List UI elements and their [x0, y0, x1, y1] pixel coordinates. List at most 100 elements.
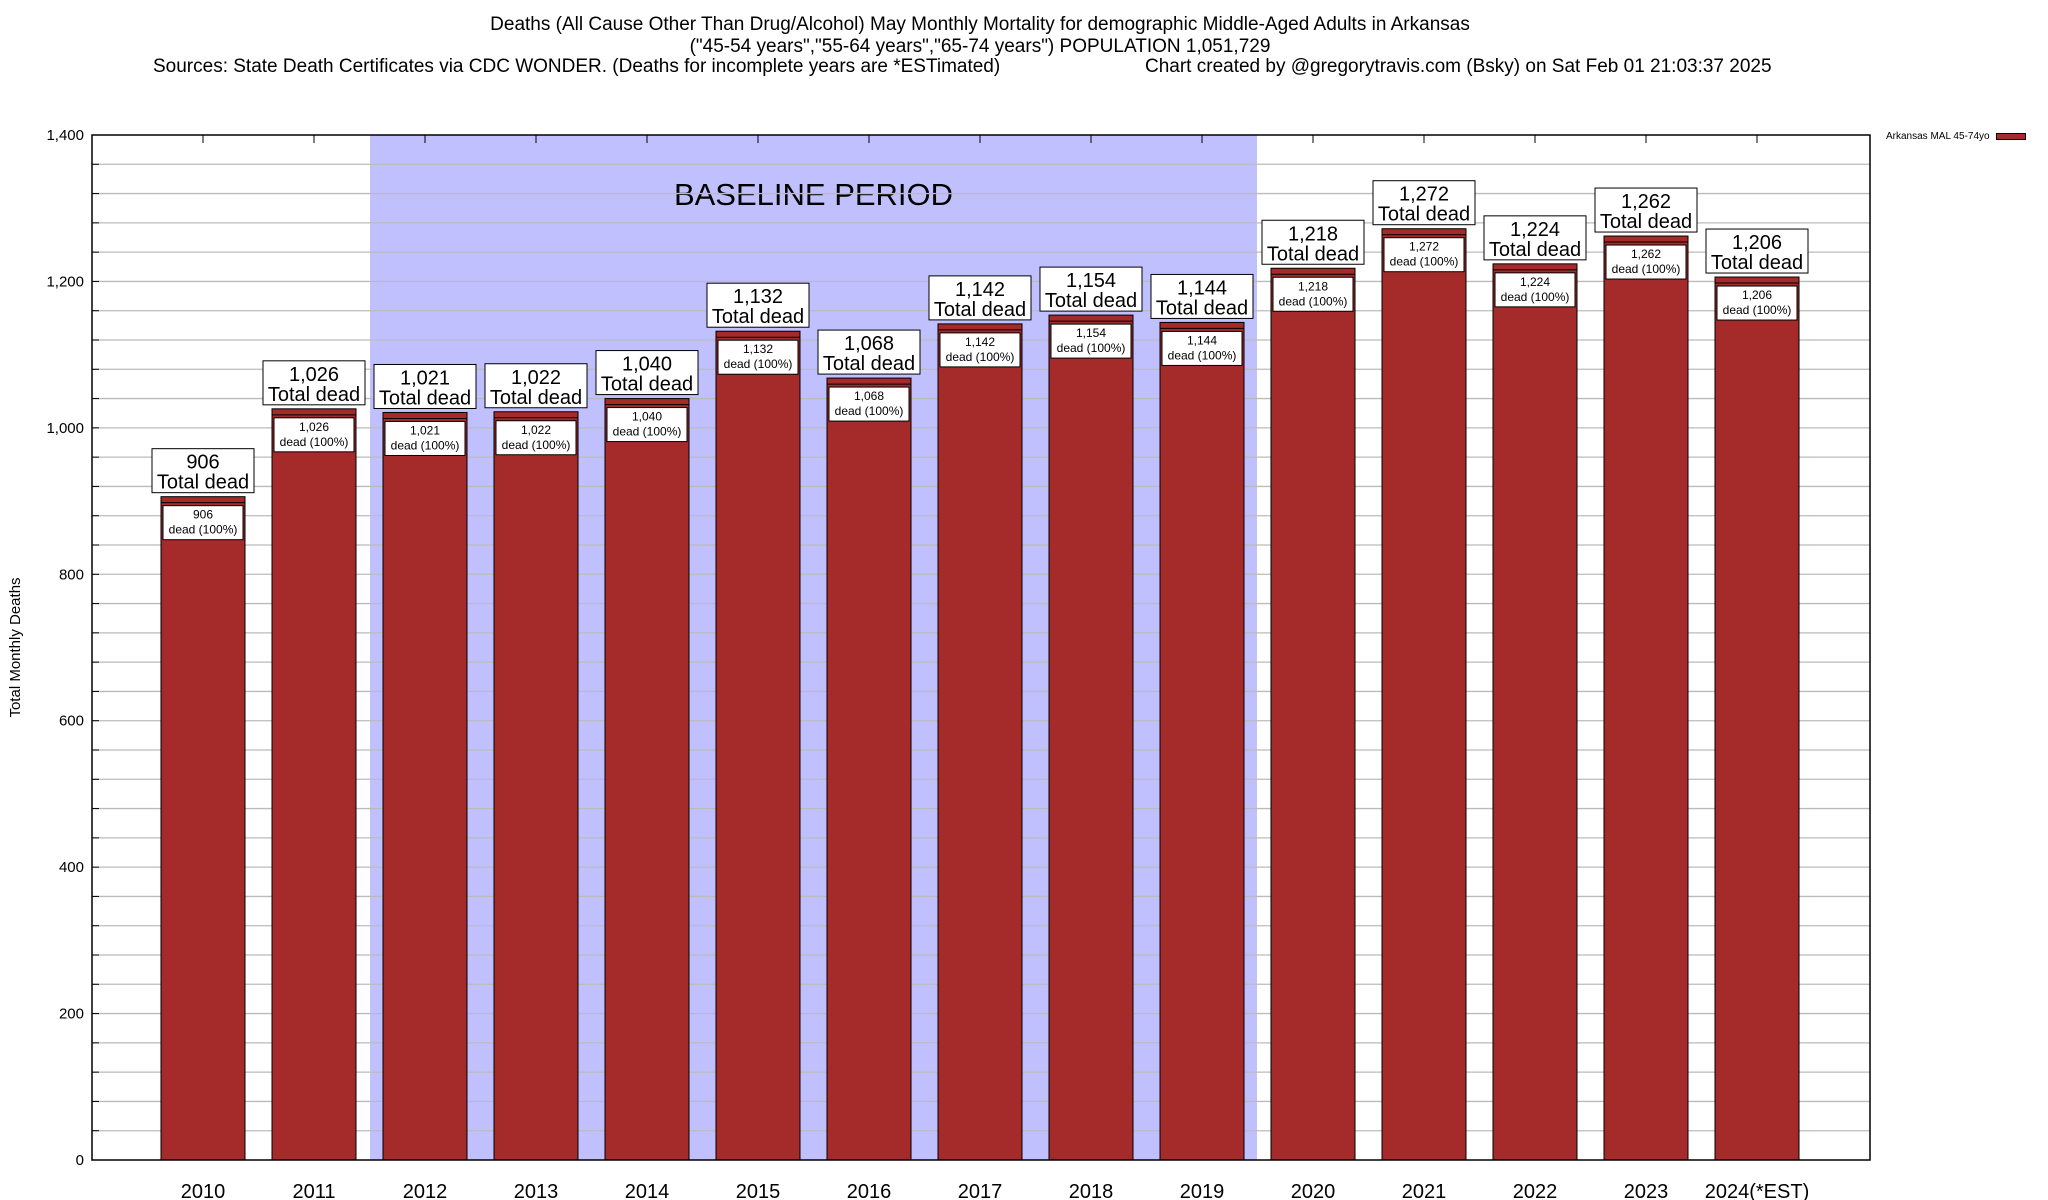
total-label-text: Total dead — [1267, 243, 1359, 265]
inner-label-value: 1,154 — [1076, 326, 1106, 340]
total-label-value: 1,272 — [1399, 184, 1449, 206]
inner-label-box — [495, 420, 577, 456]
bar — [604, 398, 690, 1161]
y-tick-label: 400 — [59, 859, 84, 876]
inner-label-box — [939, 332, 1021, 368]
bar — [1270, 267, 1356, 1161]
inner-label-text: dead (100%) — [1723, 303, 1792, 317]
x-tick-label: 2019 — [1180, 1181, 1225, 1200]
total-label-box — [262, 360, 366, 406]
inner-label-box — [606, 407, 688, 443]
total-label-box — [817, 329, 921, 375]
total-label-value: 1,022 — [511, 367, 561, 389]
bar — [382, 411, 468, 1161]
inner-label-box — [1050, 323, 1132, 359]
inner-label-box — [1716, 285, 1798, 321]
y-axis-label: Total Monthly Deaths — [7, 577, 24, 717]
total-label-box — [706, 282, 810, 328]
inner-label-text: dead (100%) — [1057, 341, 1126, 355]
y-tick-label: 1,200 — [46, 273, 84, 290]
inner-label-value: 1,144 — [1187, 333, 1217, 347]
bar — [160, 496, 246, 1161]
total-label-value: 1,142 — [955, 279, 1005, 301]
inner-label-box — [1272, 276, 1354, 312]
y-tick-label: 0 — [76, 1152, 84, 1169]
total-label-box — [928, 275, 1032, 321]
y-tick-label: 1,400 — [46, 127, 84, 144]
total-label-box — [373, 363, 477, 409]
total-label-text: Total dead — [490, 387, 582, 409]
bar — [937, 323, 1023, 1161]
total-label-value: 1,224 — [1510, 219, 1560, 241]
inner-label-value: 1,021 — [410, 423, 440, 437]
total-label-value: 1,068 — [844, 333, 894, 355]
inner-label-box — [1605, 244, 1687, 280]
y-tick-label: 600 — [59, 713, 84, 730]
total-label-box — [595, 350, 699, 396]
y-tick-label: 1,000 — [46, 420, 84, 437]
inner-label-value: 1,224 — [1520, 275, 1550, 289]
total-label-box — [1594, 187, 1698, 233]
total-label-text: Total dead — [1378, 204, 1470, 226]
x-tick-label: 2017 — [958, 1181, 1003, 1200]
chart-subtitle: ("45-54 years","55-64 years","65-74 year… — [689, 36, 1271, 57]
inner-label-value: 906 — [193, 508, 213, 522]
inner-label-value: 1,142 — [965, 335, 995, 349]
inner-label-box — [1494, 272, 1576, 308]
x-tick-label: 2016 — [847, 1181, 892, 1200]
x-tick-label: 2022 — [1513, 1181, 1558, 1200]
total-label-box — [1150, 273, 1254, 319]
inner-label-value: 1,068 — [854, 389, 884, 403]
bar — [271, 408, 357, 1161]
inner-label-text: dead (100%) — [1168, 348, 1237, 362]
x-tick-label: 2014 — [625, 1181, 670, 1200]
total-label-box — [1483, 215, 1587, 261]
total-label-text: Total dead — [1711, 252, 1803, 274]
total-label-text: Total dead — [823, 353, 915, 375]
inner-label-box — [717, 339, 799, 375]
y-tick-label: 800 — [59, 566, 84, 583]
x-tick-label: 2023 — [1624, 1181, 1669, 1200]
x-tick-label: 2024(*EST) — [1705, 1181, 1810, 1200]
inner-label-value: 1,262 — [1631, 247, 1661, 261]
inner-label-value: 1,026 — [299, 420, 329, 434]
total-label-value: 1,144 — [1177, 277, 1227, 299]
inner-label-text: dead (100%) — [724, 357, 793, 371]
total-label-box — [1372, 180, 1476, 226]
inner-label-text: dead (100%) — [1501, 290, 1570, 304]
inner-label-value: 1,040 — [632, 410, 662, 424]
inner-label-text: dead (100%) — [613, 425, 682, 439]
x-tick-label: 2011 — [292, 1181, 335, 1200]
x-tick-label: 2010 — [181, 1181, 226, 1200]
inner-label-text: dead (100%) — [502, 438, 571, 452]
baseline-label: BASELINE PERIOD — [674, 177, 953, 212]
total-label-value: 1,132 — [733, 286, 783, 308]
inner-label-text: dead (100%) — [946, 350, 1015, 364]
total-label-box — [151, 448, 255, 494]
total-label-box — [1261, 219, 1365, 265]
total-label-text: Total dead — [1156, 297, 1248, 319]
total-label-text: Total dead — [934, 299, 1026, 321]
total-label-value: 906 — [186, 452, 219, 474]
total-label-box — [1039, 266, 1143, 312]
bar — [1048, 314, 1134, 1161]
total-label-text: Total dead — [379, 387, 471, 409]
total-label-value: 1,154 — [1066, 270, 1116, 292]
chart-credit: Chart created by @gregorytravis.com (Bsk… — [1145, 56, 1772, 77]
inner-label-value: 1,218 — [1298, 279, 1328, 293]
total-label-text: Total dead — [1045, 290, 1137, 312]
total-label-value: 1,262 — [1621, 191, 1671, 213]
y-tick-label: 200 — [59, 1006, 84, 1023]
total-label-box — [1705, 228, 1809, 274]
inner-label-text: dead (100%) — [1612, 262, 1681, 276]
inner-label-text: dead (100%) — [169, 523, 238, 537]
total-label-value: 1,206 — [1732, 232, 1782, 254]
bar — [1492, 263, 1578, 1161]
inner-label-box — [828, 386, 910, 422]
inner-label-box — [1161, 330, 1243, 366]
chart-sources: Sources: State Death Certificates via CD… — [153, 56, 1001, 77]
total-label-text: Total dead — [1600, 211, 1692, 233]
total-label-box — [484, 363, 588, 409]
inner-label-text: dead (100%) — [391, 438, 460, 452]
